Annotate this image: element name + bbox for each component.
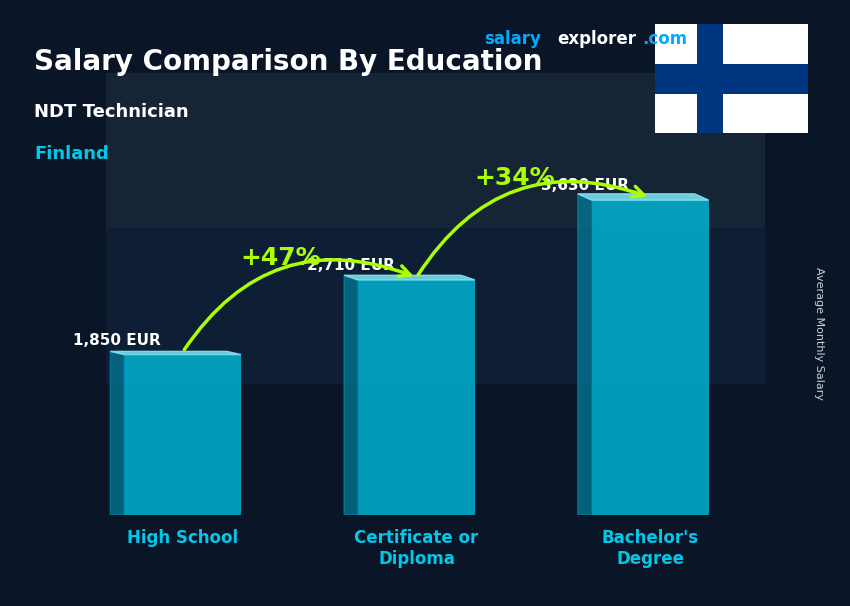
Bar [697, 24, 722, 133]
Text: .com: .com [642, 30, 687, 48]
Polygon shape [578, 194, 709, 200]
Bar [124, 355, 241, 515]
Text: +47%: +47% [241, 246, 321, 270]
Bar [358, 280, 475, 515]
Polygon shape [110, 351, 124, 515]
Bar [592, 200, 709, 515]
Text: +34%: +34% [474, 167, 555, 190]
FancyArrowPatch shape [184, 260, 411, 350]
Bar [106, 228, 765, 384]
Text: Finland: Finland [34, 145, 109, 164]
Text: 1,850 EUR: 1,850 EUR [73, 333, 162, 348]
Polygon shape [344, 275, 475, 280]
Polygon shape [344, 275, 358, 515]
Text: Average Monthly Salary: Average Monthly Salary [814, 267, 824, 400]
Bar [106, 73, 765, 228]
Bar [106, 384, 765, 539]
FancyArrowPatch shape [418, 182, 644, 275]
Text: Salary Comparison By Education: Salary Comparison By Education [34, 48, 542, 76]
Text: NDT Technician: NDT Technician [34, 103, 189, 121]
Polygon shape [578, 194, 592, 515]
Text: 2,710 EUR: 2,710 EUR [307, 258, 395, 273]
Text: explorer: explorer [557, 30, 636, 48]
Text: salary: salary [484, 30, 541, 48]
Bar [654, 64, 808, 94]
Text: 3,630 EUR: 3,630 EUR [541, 178, 629, 193]
Polygon shape [110, 351, 241, 355]
